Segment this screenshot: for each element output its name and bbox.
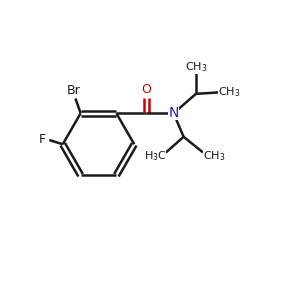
Text: H$_3$C: H$_3$C (144, 149, 166, 163)
Text: O: O (142, 83, 152, 96)
Text: CH$_3$: CH$_3$ (185, 60, 207, 74)
Text: N: N (168, 106, 179, 120)
Text: F: F (39, 134, 46, 146)
Text: CH$_3$: CH$_3$ (203, 149, 225, 163)
Text: Br: Br (67, 84, 81, 97)
Text: CH$_3$: CH$_3$ (218, 85, 240, 99)
